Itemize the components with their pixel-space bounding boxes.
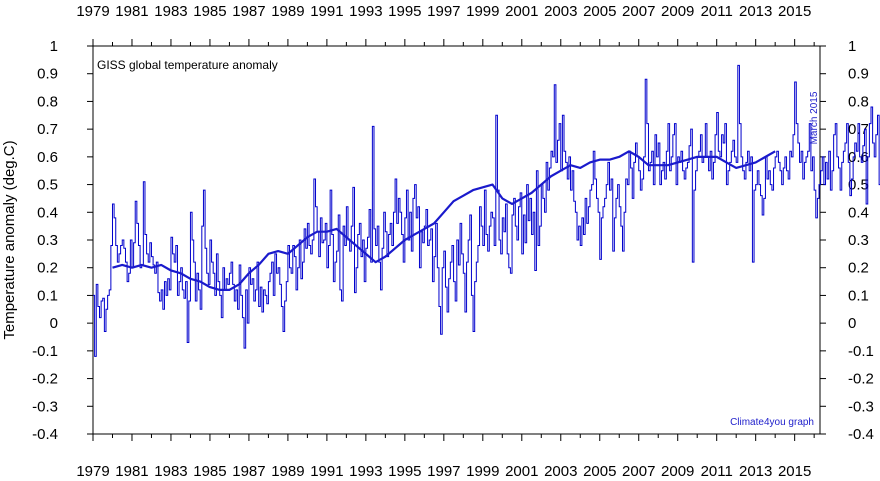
y-tick-label-right: 0.9 xyxy=(848,66,869,83)
x-tick-label-top: 1987 xyxy=(232,3,265,20)
y-tick-label-right: 0.1 xyxy=(848,287,869,304)
x-tick-label-bottom: 2013 xyxy=(739,463,772,480)
x-tick-label-bottom: 1989 xyxy=(271,463,304,480)
y-tick-label-left: 0.8 xyxy=(37,93,58,110)
x-tick-label-bottom: 2003 xyxy=(544,463,577,480)
y-tick-label-left: 0.5 xyxy=(37,177,58,194)
credit-annotation: Climate4you graph xyxy=(730,417,814,428)
x-tick-label-top: 2011 xyxy=(701,3,733,20)
x-tick-label-top: 1989 xyxy=(271,3,304,20)
x-tick-label-top: 1979 xyxy=(76,3,109,20)
x-axis-top: 1979 1981 1983 1985 1987 1989 1991 1993 1995 1997… xyxy=(76,3,815,46)
x-tick-label-top: 1985 xyxy=(193,3,226,20)
x-tick-label-top: 1991 xyxy=(310,3,343,20)
y-tick-label-right: 0.4 xyxy=(848,204,869,221)
x-tick-label-top: 1997 xyxy=(427,3,460,20)
x-tick-label-top: 1981 xyxy=(115,3,148,20)
x-tick-label-top: 1999 xyxy=(466,3,499,20)
x-tick-label-bottom: 2005 xyxy=(583,463,616,480)
y-tick-label-left: 1 xyxy=(50,38,58,55)
x-tick-label-bottom: 1985 xyxy=(193,463,226,480)
x-tick-label-bottom: 2007 xyxy=(622,463,655,480)
y-tick-label-right: -0.4 xyxy=(848,426,874,443)
y-tick-label-left: 0.3 xyxy=(37,232,58,249)
y-axis-left: -0.4 -0.3 -0.2 -0.1 0 0.1 0.2 0.3 0.4 0.5 0.6 0.7 0.… xyxy=(32,38,93,443)
x-tick-label-bottom: 2009 xyxy=(661,463,694,480)
x-tick-label-top: 1993 xyxy=(349,3,382,20)
x-tick-label-bottom: 1983 xyxy=(154,463,187,480)
x-tick-label-top: 2009 xyxy=(661,3,694,20)
x-tick-label-bottom: 1987 xyxy=(232,463,265,480)
y-tick-label-left: -0.2 xyxy=(32,371,58,388)
y-tick-label-left: -0.4 xyxy=(32,426,58,443)
y-tick-label-left: 0.6 xyxy=(37,149,58,166)
y-tick-label-left: 0.1 xyxy=(37,287,58,304)
y-tick-label-left: -0.3 xyxy=(32,398,58,415)
y-tick-label-right: 0.8 xyxy=(848,93,869,110)
x-tick-label-bottom: 1979 xyxy=(76,463,109,480)
series-running-mean xyxy=(112,150,776,291)
x-tick-label-bottom: 1993 xyxy=(349,463,382,480)
y-tick-label-right: -0.2 xyxy=(848,371,874,388)
y-tick-label-right: 0 xyxy=(848,315,856,332)
y-tick-label-right: 0.2 xyxy=(848,260,869,277)
x-tick-label-bottom: 1995 xyxy=(388,463,421,480)
y-tick-label-right: -0.1 xyxy=(848,343,874,360)
y-axis-label: Temperature anomaly (deg.C) xyxy=(1,140,18,339)
x-tick-label-top: 2001 xyxy=(505,3,538,20)
chart-title: GISS global temperature anomaly xyxy=(97,58,278,72)
x-tick-label-top: 2005 xyxy=(583,3,616,20)
y-tick-label-left: 0.9 xyxy=(37,66,58,83)
y-tick-label-left: -0.1 xyxy=(32,343,58,360)
x-tick-label-top: 2003 xyxy=(544,3,577,20)
y-axis-right: -0.4-0.3-0.2-0.100.10.20.30.40.50.60.70.… xyxy=(820,38,874,443)
x-tick-label-top: 2007 xyxy=(622,3,655,20)
x-tick-label-bottom: 1991 xyxy=(310,463,343,480)
y-tick-label-right: -0.3 xyxy=(848,398,874,415)
x-tick-label-bottom: 1997 xyxy=(427,463,460,480)
y-tick-label-right: 1 xyxy=(848,38,856,55)
x-tick-label-top: 1995 xyxy=(388,3,421,20)
x-tick-label-top: 1983 xyxy=(154,3,187,20)
y-tick-label-right: 0.3 xyxy=(848,232,869,249)
x-tick-label-bottom: 1981 xyxy=(115,463,148,480)
x-tick-label-top: 2013 xyxy=(739,3,772,20)
y-tick-label-right: 0.5 xyxy=(848,177,869,194)
x-tick-label-top: 2015 xyxy=(778,3,811,20)
y-tick-label-left: 0.2 xyxy=(37,260,58,277)
x-tick-label-bottom: 2001 xyxy=(505,463,538,480)
date-annotation: March 2015 xyxy=(809,91,820,144)
series-monthly xyxy=(93,64,880,357)
series-group xyxy=(93,64,880,357)
y-tick-label-left: 0.4 xyxy=(37,204,58,221)
x-tick-label-bottom: 2015 xyxy=(778,463,811,480)
x-tick-label-bottom: 1999 xyxy=(466,463,499,480)
x-tick-label-bottom: 2011 xyxy=(701,463,733,480)
y-tick-label-left: 0 xyxy=(50,315,58,332)
x-axis-bottom: 1979 1981 1983 1985 1987 1989 1991 1993 1995 1997… xyxy=(76,434,815,480)
y-tick-label-left: 0.7 xyxy=(37,121,58,138)
